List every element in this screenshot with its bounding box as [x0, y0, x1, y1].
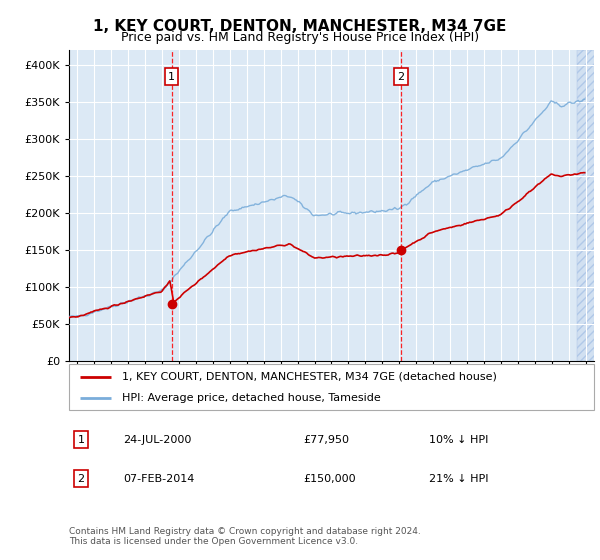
- Text: 21% ↓ HPI: 21% ↓ HPI: [429, 474, 488, 484]
- Text: 07-FEB-2014: 07-FEB-2014: [123, 474, 194, 484]
- Bar: [577, 50, 600, 361]
- Text: Price paid vs. HM Land Registry's House Price Index (HPI): Price paid vs. HM Land Registry's House …: [121, 31, 479, 44]
- Text: 1, KEY COURT, DENTON, MANCHESTER, M34 7GE (detached house): 1, KEY COURT, DENTON, MANCHESTER, M34 7G…: [121, 372, 496, 382]
- Text: 10% ↓ HPI: 10% ↓ HPI: [429, 435, 488, 445]
- Text: 1, KEY COURT, DENTON, MANCHESTER, M34 7GE: 1, KEY COURT, DENTON, MANCHESTER, M34 7G…: [94, 19, 506, 34]
- Bar: [577, 50, 600, 361]
- Text: £150,000: £150,000: [303, 474, 356, 484]
- Text: 24-JUL-2000: 24-JUL-2000: [123, 435, 191, 445]
- Text: Contains HM Land Registry data © Crown copyright and database right 2024.
This d: Contains HM Land Registry data © Crown c…: [69, 526, 421, 546]
- Text: 1: 1: [77, 435, 85, 445]
- FancyBboxPatch shape: [69, 364, 594, 410]
- Text: £77,950: £77,950: [303, 435, 349, 445]
- Text: 2: 2: [77, 474, 85, 484]
- Text: 1: 1: [168, 72, 175, 82]
- Text: HPI: Average price, detached house, Tameside: HPI: Average price, detached house, Tame…: [121, 393, 380, 403]
- Text: 2: 2: [397, 72, 404, 82]
